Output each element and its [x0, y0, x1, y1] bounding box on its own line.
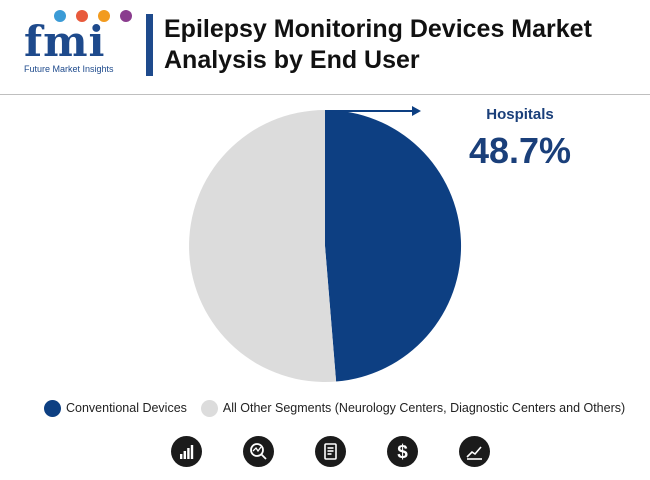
- callout-value: 48.7%: [468, 130, 572, 171]
- legend-label: Conventional Devices: [66, 401, 187, 415]
- pie-slice-hospitals: [325, 109, 462, 382]
- bar-chart-icon[interactable]: [171, 436, 202, 467]
- chart-legend: Conventional Devices All Other Segments …: [44, 398, 634, 418]
- document-icon[interactable]: [315, 436, 346, 467]
- logo-wordmark: fmi: [24, 17, 106, 66]
- pie-chart: [189, 106, 462, 382]
- legend-swatch: [200, 399, 218, 417]
- logo-dots: [54, 10, 134, 26]
- footer-icon-row: $: [171, 436, 501, 468]
- logo-dot: [76, 10, 88, 22]
- title-accent-bar: [146, 14, 153, 76]
- line-trend-icon[interactable]: [459, 436, 490, 467]
- logo-dot: [98, 10, 110, 22]
- header-divider: [0, 94, 650, 95]
- callout-arrow-head: [412, 106, 421, 116]
- dollar-icon[interactable]: $: [387, 436, 418, 467]
- legend-swatch: [44, 399, 61, 417]
- legend-item-conventional-devices[interactable]: Conventional Devices: [44, 399, 187, 417]
- callout-label: Hospitals: [486, 106, 554, 123]
- svg-text:$: $: [397, 442, 408, 463]
- legend-label: All Other Segments (Neurology Centers, D…: [222, 401, 626, 415]
- logo-tagline: Future Market Insights: [24, 64, 114, 74]
- header: fmi Future Market Insights Epilepsy Moni…: [0, 0, 650, 90]
- legend-item-other-segments[interactable]: All Other Segments (Neurology Centers, D…: [200, 399, 626, 417]
- logo-dot: [54, 10, 66, 22]
- logo-dot: [120, 10, 132, 22]
- page-title: Epilepsy Monitoring Devices Market Analy…: [164, 15, 592, 74]
- magnifier-chart-icon[interactable]: [243, 436, 274, 467]
- pie-slice-all: [189, 110, 337, 382]
- fmi-logo[interactable]: fmi Future Market Insights: [24, 10, 136, 76]
